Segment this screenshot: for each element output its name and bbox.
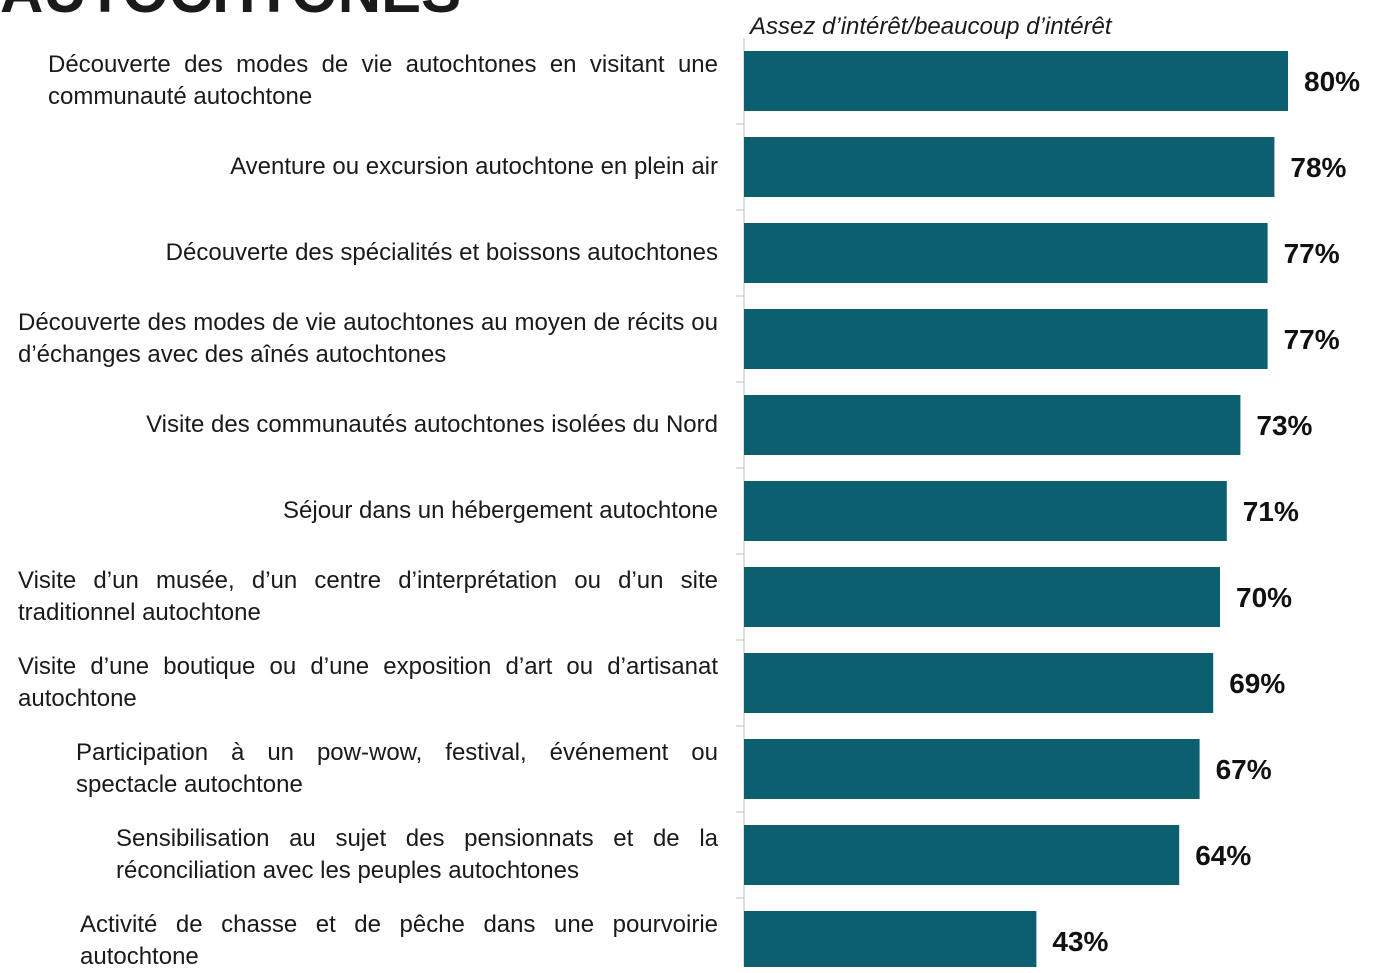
bar [744,653,1214,713]
bar [744,481,1227,541]
category-label: Visite d’une boutique ou d’une expositio… [18,653,718,712]
bar [744,911,1037,967]
bar [744,309,1268,369]
bar [744,567,1220,627]
value-label: 64% [1195,840,1251,871]
category-label: Séjour dans un hébergement autochtone [283,497,718,524]
category-label: Participation à un pow-wow, festival, év… [76,739,718,798]
bar [744,395,1241,455]
category-label: Aventure ou excursion autochtone en plei… [230,153,718,180]
value-label: 77% [1284,324,1340,355]
category-label: Activité de chasse et de pêche dans une … [80,911,718,970]
category-label: Découverte des modes de vie autochtones … [48,51,718,110]
value-label: 67% [1216,754,1272,785]
value-label: 43% [1052,926,1108,957]
chart-subtitle: Assez d’intérêt/beaucoup d’intérêt [748,13,1113,40]
category-label: Découverte des spécialités et boissons a… [165,239,718,266]
chart-title: AUTOCHTONES [0,0,461,25]
value-label: 69% [1229,668,1285,699]
bar [744,51,1288,111]
category-label: Visite des communautés autochtones isolé… [146,411,718,438]
bar [744,223,1268,283]
category-label: Découverte des modes de vie autochtones … [18,309,718,368]
value-label: 71% [1243,496,1299,527]
value-label: 80% [1304,66,1360,97]
value-label: 77% [1284,238,1340,269]
category-label: Sensibilisation au sujet des pensionnats… [116,825,718,884]
bar [744,825,1180,885]
category-label: Visite d’un musée, d’un centre d’interpr… [18,567,718,626]
bar [744,739,1200,799]
value-label: 70% [1236,582,1292,613]
value-label: 78% [1290,152,1346,183]
value-label: 73% [1256,410,1312,441]
bar [744,137,1275,197]
